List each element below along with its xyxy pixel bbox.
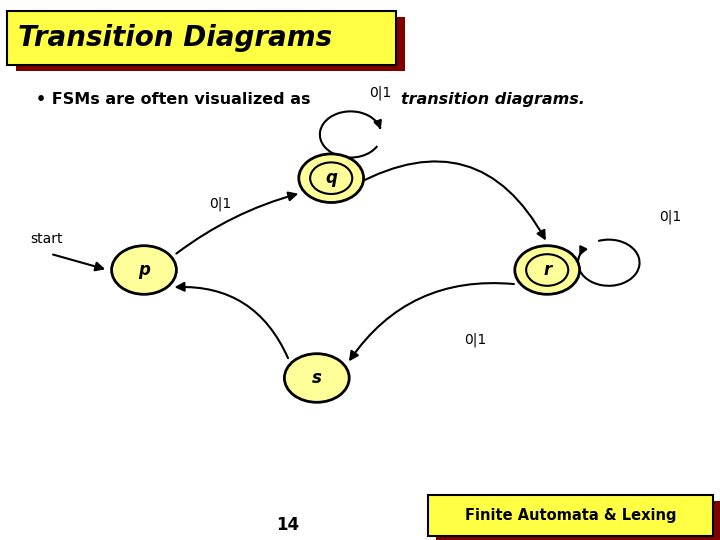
Text: 0|1: 0|1 — [464, 333, 486, 347]
Text: p: p — [138, 261, 150, 279]
Text: 14: 14 — [276, 516, 300, 534]
Circle shape — [299, 154, 364, 202]
FancyBboxPatch shape — [436, 501, 720, 540]
Circle shape — [112, 246, 176, 294]
Text: 0|1: 0|1 — [660, 210, 681, 224]
Text: 0|1: 0|1 — [369, 86, 391, 100]
Text: Finite Automata & Lexing: Finite Automata & Lexing — [465, 508, 676, 523]
Text: start: start — [30, 232, 63, 246]
Text: q: q — [325, 169, 337, 187]
Text: r: r — [543, 261, 552, 279]
Text: • FSMs are often visualized as: • FSMs are often visualized as — [36, 92, 316, 107]
Text: transition diagrams.: transition diagrams. — [401, 92, 585, 107]
FancyBboxPatch shape — [16, 17, 405, 71]
Text: s: s — [312, 369, 322, 387]
Circle shape — [515, 246, 580, 294]
FancyBboxPatch shape — [428, 495, 713, 536]
Text: 0|1: 0|1 — [209, 197, 231, 211]
FancyBboxPatch shape — [7, 11, 396, 65]
Text: Transition Diagrams: Transition Diagrams — [18, 24, 332, 52]
Circle shape — [284, 354, 349, 402]
